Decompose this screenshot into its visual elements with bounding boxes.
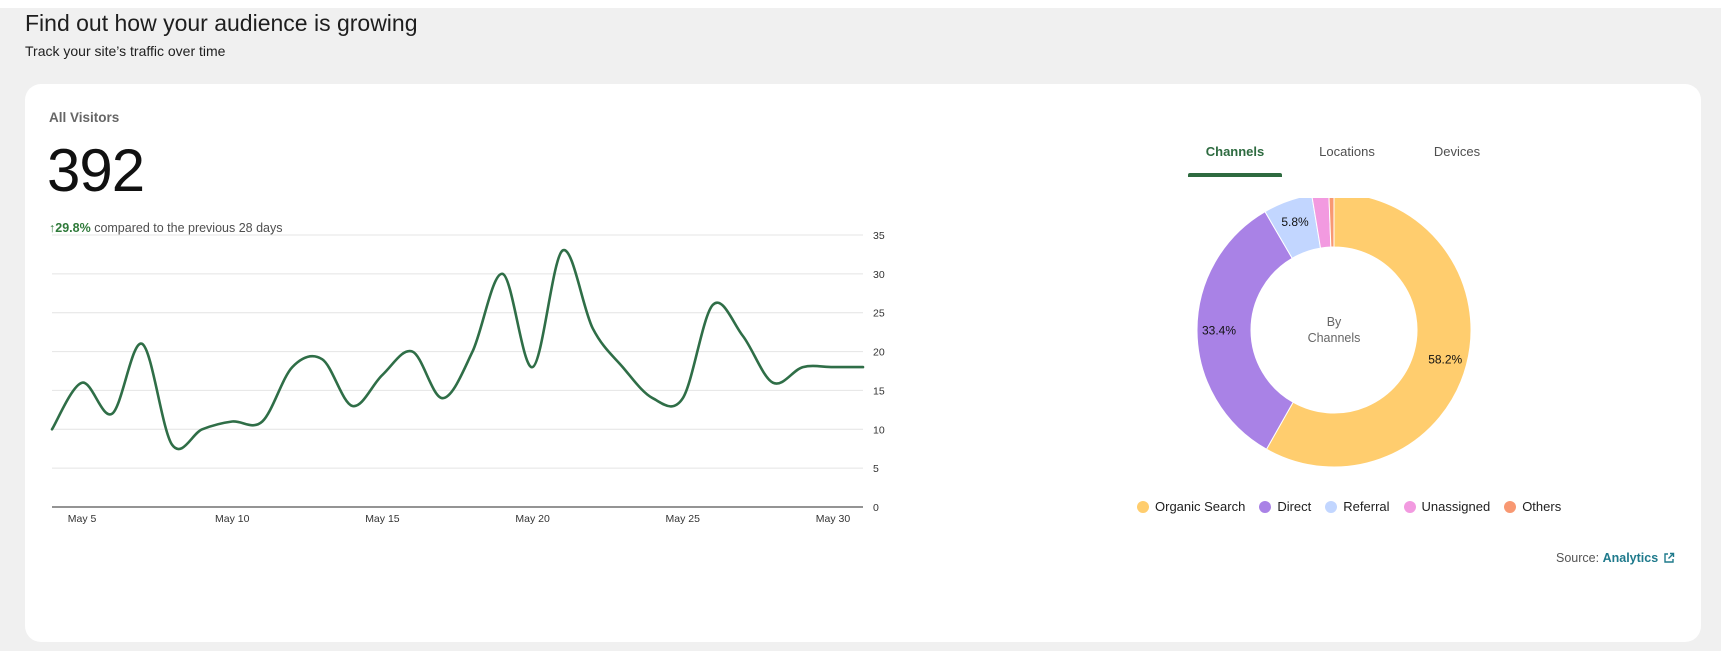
legend-dot (1259, 500, 1272, 513)
channels-donut-chart: 58.2% 33.4% 5.8% By Channels (1196, 198, 1472, 468)
y-tick-label: 30 (873, 269, 885, 281)
card-label: All Visitors (49, 110, 120, 125)
breakdown-tabs: Channels Locations Devices (1188, 144, 1524, 170)
visitors-line-chart: 0 5 10 15 20 25 30 35 May 5 May 10 May 15 May 20 May… (50, 230, 885, 525)
x-tick-label: May 20 (515, 513, 550, 525)
donut-slice-direct (1196, 210, 1294, 450)
donut-slice-organic-search (1265, 198, 1472, 468)
page-title: Find out how your audience is growing (25, 10, 418, 36)
legend-item-others[interactable]: Others (1504, 499, 1561, 514)
legend-dot (1504, 500, 1517, 513)
change-summary: ↑29.8% compared to the previous 28 days (49, 221, 283, 235)
y-tick-label: 5 (873, 463, 879, 475)
tab-devices[interactable]: Devices (1433, 144, 1481, 159)
change-percent: 29.8% (55, 221, 91, 235)
legend-label: Unassigned (1421, 499, 1491, 514)
y-tick-label: 35 (873, 230, 885, 242)
change-text: compared to the previous 28 days (94, 221, 283, 235)
donut-value-label: 58.2% (1428, 352, 1462, 366)
legend-label: Direct (1277, 499, 1312, 514)
source-attribution: Source: Analytics (1556, 551, 1675, 565)
legend-item-direct[interactable]: Direct (1259, 499, 1311, 514)
legend-item-organic-search[interactable]: Organic Search (1137, 499, 1245, 514)
x-tick-label: May 15 (365, 513, 400, 525)
tab-channels[interactable]: Channels (1205, 144, 1265, 159)
legend-item-referral[interactable]: Referral (1325, 499, 1390, 514)
legend-label: Others (1522, 499, 1562, 514)
page-subtitle: Track your site’s traffic over time (25, 43, 226, 59)
active-tab-indicator (1188, 173, 1282, 177)
donut-legend: Organic Search Direct Referral Unassigne… (1137, 499, 1561, 514)
legend-dot (1137, 500, 1149, 513)
visitors-card: All Visitors 392 ↑29.8% compared to the … (25, 84, 1701, 642)
y-tick-label: 0 (873, 502, 879, 514)
arrow-up-icon: ↑ (49, 221, 56, 235)
y-tick-label: 15 (873, 385, 885, 397)
legend-label: Organic Search (1155, 499, 1246, 514)
tab-locations[interactable]: Locations (1319, 144, 1375, 159)
donut-slice-referral (1264, 198, 1322, 259)
visitor-count: 392 (47, 137, 145, 204)
donut-value-label: 5.8% (1281, 215, 1309, 229)
x-tick-label: May 25 (666, 513, 701, 525)
legend-item-unassigned[interactable]: Unassigned (1403, 499, 1491, 514)
donut-slice-others (1328, 198, 1335, 248)
analytics-link[interactable]: Analytics (1602, 551, 1659, 565)
external-link-icon[interactable] (1663, 552, 1675, 564)
y-tick-label: 20 (873, 347, 885, 359)
x-tick-label: May 10 (215, 513, 250, 525)
donut-center-label: By (1327, 315, 1342, 329)
legend-label: Referral (1343, 499, 1390, 514)
series-line (50, 249, 865, 451)
y-tick-label: 25 (873, 308, 885, 320)
legend-dot (1325, 500, 1338, 513)
y-tick-label: 10 (873, 424, 885, 436)
x-tick-label: May 5 (68, 513, 97, 525)
x-tick-label: May 30 (816, 513, 851, 525)
legend-dot (1403, 500, 1416, 513)
source-prefix: Source: (1556, 551, 1600, 565)
donut-center-label: Channels (1308, 331, 1361, 345)
donut-value-label: 33.4% (1202, 324, 1236, 338)
